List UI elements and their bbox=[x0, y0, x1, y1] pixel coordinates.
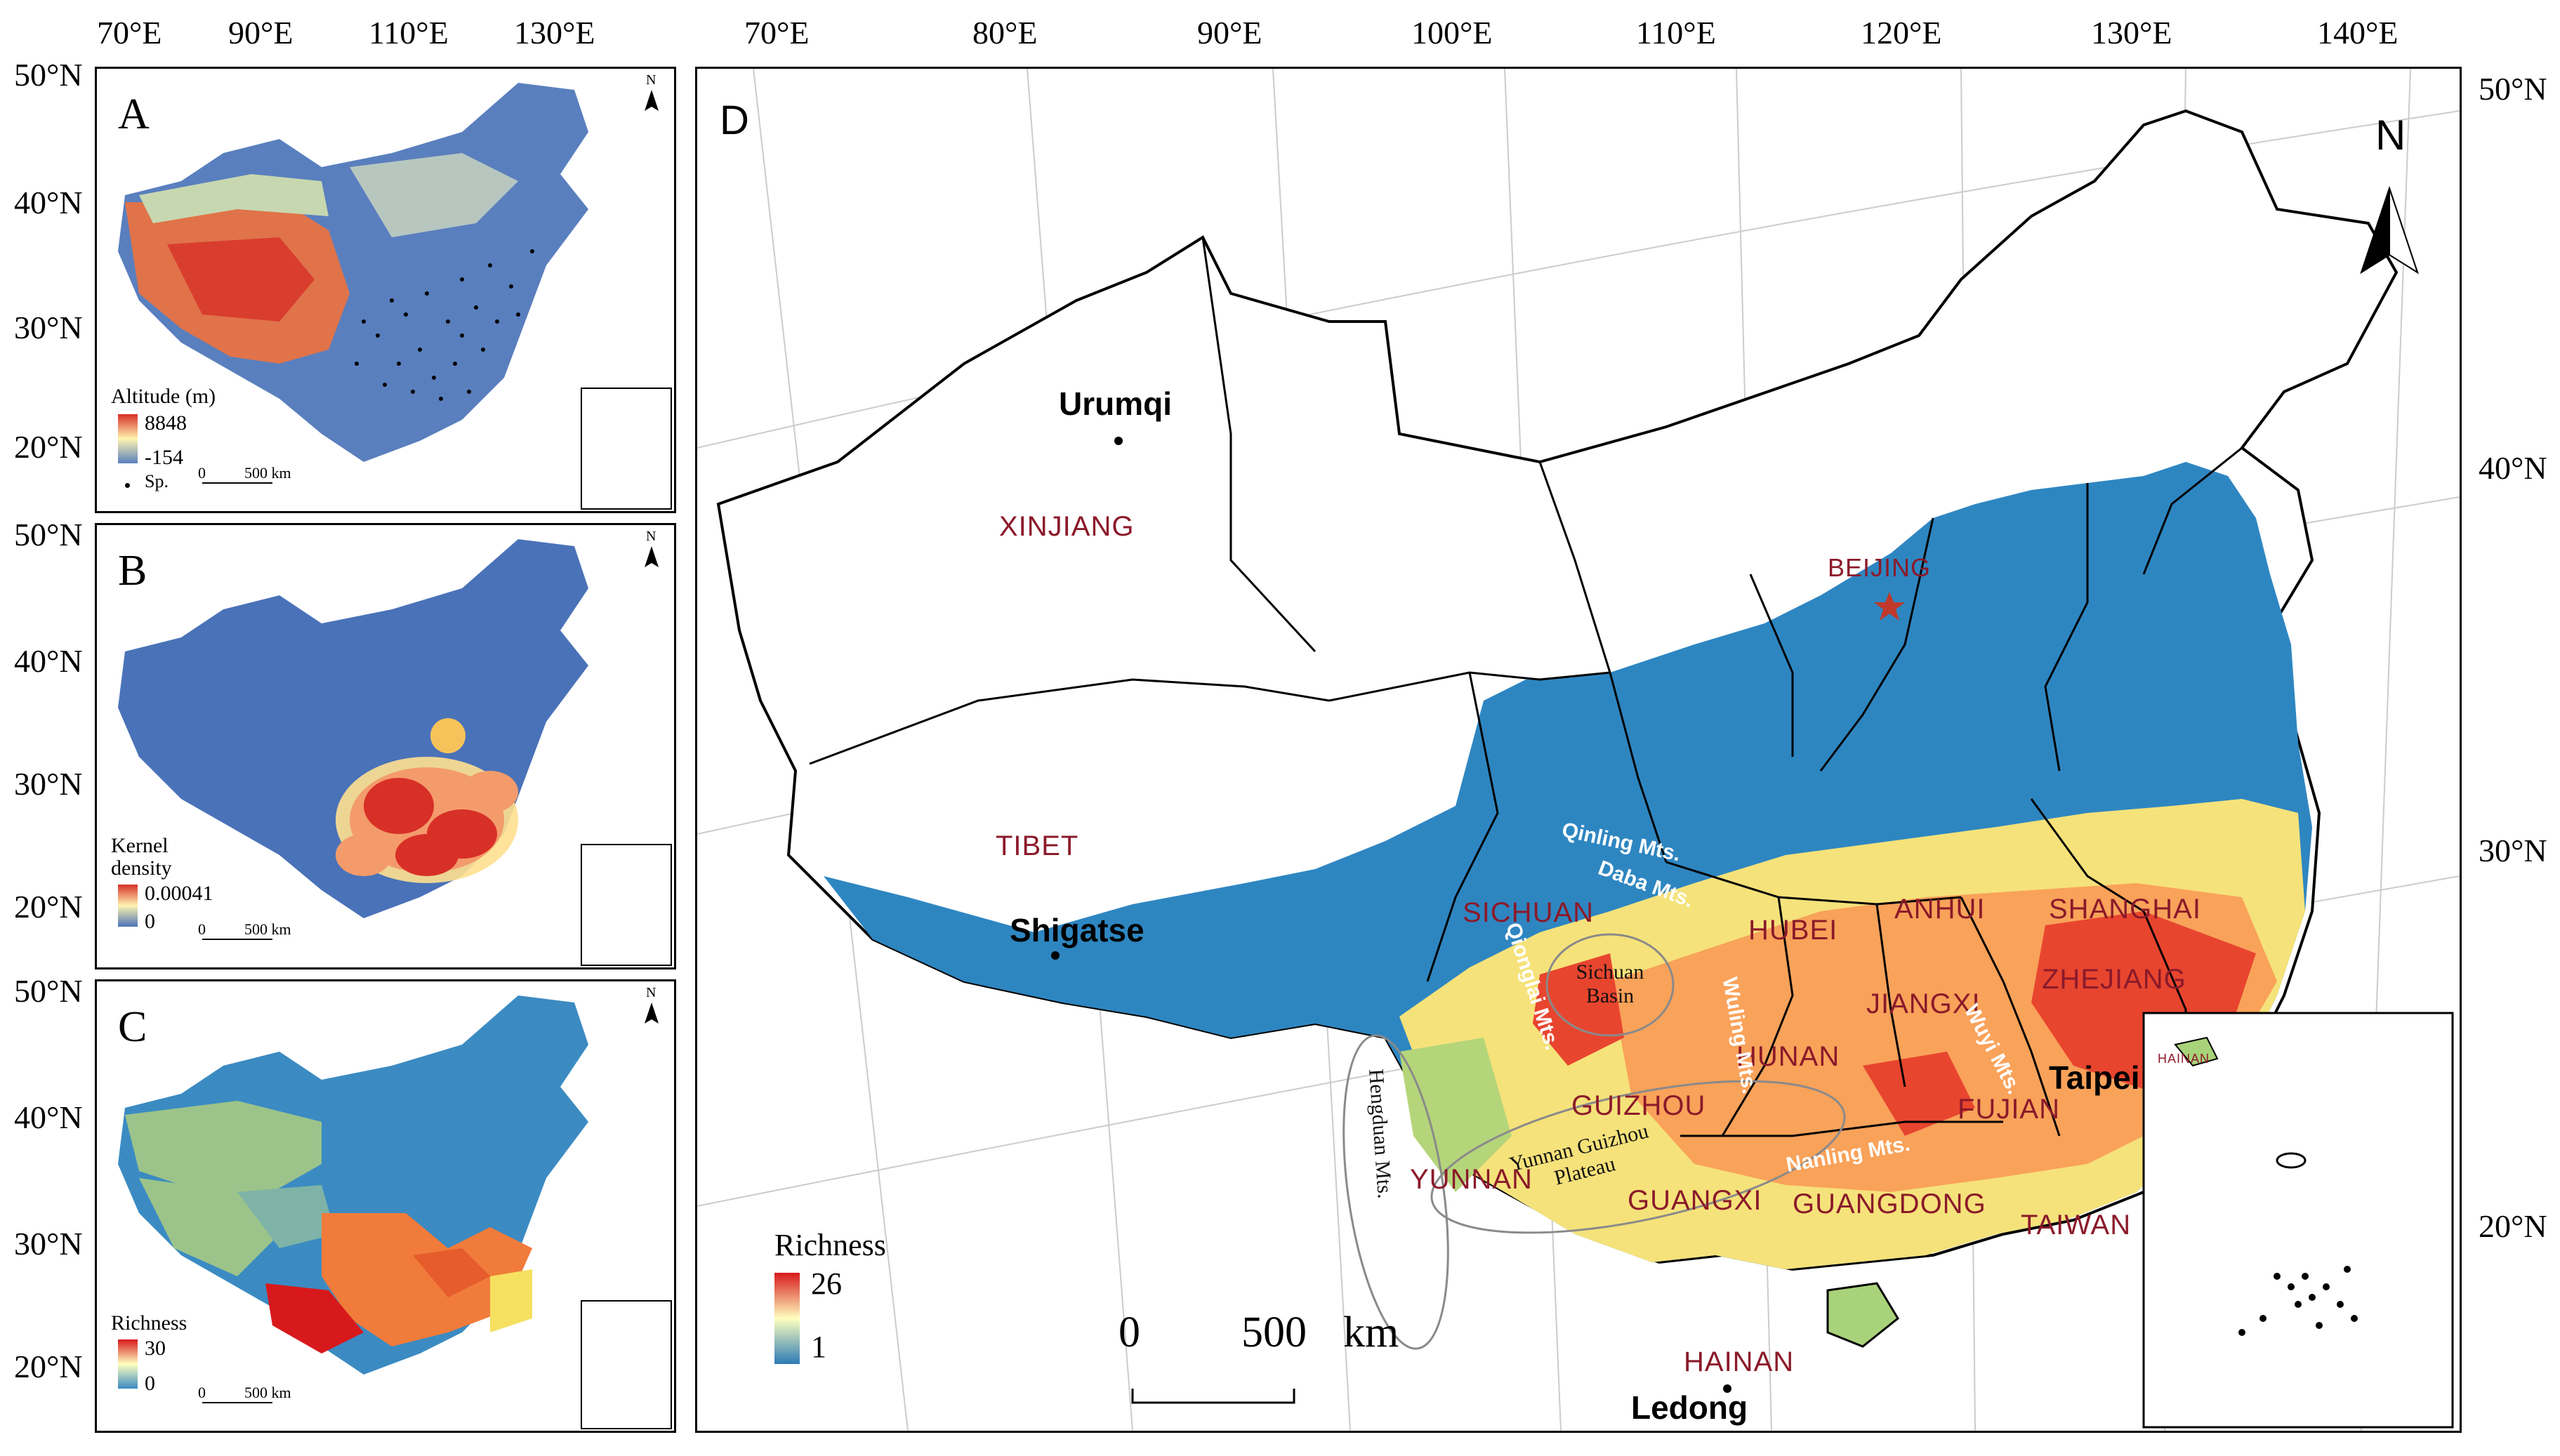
label-anhui: ANHUI bbox=[1894, 894, 1986, 925]
inset-hainan-label: HAINAN bbox=[2158, 1052, 2210, 1066]
panel-a-legend-title: Altitude (m) bbox=[111, 385, 216, 408]
label-hubei: HUBEI bbox=[1748, 915, 1838, 946]
panel-d-lon-100: 100°E bbox=[1411, 15, 1493, 51]
panel-b-scale-zero: 0 bbox=[198, 920, 206, 938]
panel-b-scale-len: 500 km bbox=[244, 920, 291, 938]
panel-b-lat-40: 40°N bbox=[14, 643, 83, 679]
panel-d-scale-len: 500 bbox=[1241, 1309, 1307, 1356]
panel-b-legend-title-1: Kernel bbox=[111, 834, 169, 857]
panel-d-legend-max: 26 bbox=[811, 1266, 842, 1301]
panel-b-legend-min: 0 bbox=[145, 910, 155, 933]
panel-a-legend-bar bbox=[118, 414, 138, 463]
panel-b-letter: B bbox=[118, 547, 147, 595]
panel-a-point-label: Sp. bbox=[145, 471, 169, 491]
panel-c-map bbox=[118, 995, 672, 1429]
panel-a-legend-min: -154 bbox=[145, 446, 183, 469]
panel-a-north: N bbox=[646, 72, 657, 88]
label-zhejiang: ZHEJIANG bbox=[2042, 964, 2186, 995]
panel-d: D N XINJIANG TIBET SICHUAN YUNNAN GUIZHO… bbox=[695, 67, 2462, 1433]
panel-a-scale-zero: 0 bbox=[198, 464, 206, 482]
panel-b-lat-50: 50°N bbox=[14, 517, 83, 552]
basin-sichuan: Sichuan Basin bbox=[1576, 960, 1644, 1007]
label-guizhou: GUIZHOU bbox=[1571, 1090, 1706, 1121]
label-yunnan: YUNNAN bbox=[1410, 1164, 1533, 1195]
panel-c-scale-len: 500 km bbox=[244, 1384, 291, 1401]
panel-d-scale-unit: km bbox=[1343, 1309, 1399, 1356]
panel-b-north: N bbox=[646, 529, 657, 544]
panel-b-lat-20: 20°N bbox=[14, 889, 83, 925]
label-fujian: FUJIAN bbox=[1958, 1094, 2060, 1125]
label-jiangxi: JIANGXI bbox=[1866, 988, 1981, 1019]
panel-a-point-symbol bbox=[125, 483, 130, 488]
panel-a-scale-len: 500 km bbox=[244, 464, 291, 482]
panel-a-lon-70: 70°E bbox=[97, 15, 162, 51]
panel-c-legend-min: 0 bbox=[145, 1372, 155, 1395]
panel-b: B N Kernel density 0.00041 0 0 500 km bbox=[95, 523, 676, 969]
panel-a-lat-50: 50°N bbox=[14, 57, 83, 93]
panel-c-legend-title: Richness bbox=[111, 1311, 187, 1335]
city-urumqi: Urumqi bbox=[1059, 385, 1172, 422]
panel-a-lon-90: 90°E bbox=[228, 15, 293, 51]
label-tibet: TIBET bbox=[996, 830, 1079, 861]
label-guangdong: GUANGDONG bbox=[1793, 1189, 1986, 1219]
city-ledong: Ledong bbox=[1631, 1389, 1748, 1426]
panel-d-lon-140: 140°E bbox=[2317, 15, 2399, 51]
panel-c: C N Richness 30 0 0 500 km bbox=[95, 979, 676, 1433]
panel-d-north: N bbox=[2375, 112, 2406, 159]
panel-d-lon-80: 80°E bbox=[972, 15, 1038, 51]
panel-d-lon-130: 130°E bbox=[2091, 15, 2172, 51]
panel-c-letter: C bbox=[118, 1003, 147, 1051]
panel-d-lat-40: 40°N bbox=[2479, 450, 2547, 486]
panel-d-lon-90: 90°E bbox=[1197, 15, 1262, 51]
panel-a-lon-110: 110°E bbox=[369, 15, 449, 51]
panel-b-map bbox=[118, 539, 672, 966]
panel-d-scale-zero: 0 bbox=[1119, 1309, 1140, 1356]
panel-c-lat-40: 40°N bbox=[14, 1099, 83, 1135]
panel-d-lat-20: 20°N bbox=[2479, 1208, 2547, 1244]
panel-a-letter: A bbox=[118, 91, 150, 138]
city-taipei: Taipei bbox=[2049, 1059, 2140, 1096]
panel-a-lon-130: 130°E bbox=[514, 15, 595, 51]
panel-b-legend-title-2: density bbox=[111, 856, 172, 880]
panel-b-lat-30: 30°N bbox=[14, 766, 83, 802]
panel-a: A N Altitude (m) 8848 -154 Sp. 0 500 km bbox=[95, 67, 676, 513]
panel-c-legend-bar bbox=[118, 1339, 138, 1389]
panel-d-lon-120: 120°E bbox=[1861, 15, 1942, 51]
panel-d-lat-50: 50°N bbox=[2479, 71, 2547, 107]
panel-a-lat-30: 30°N bbox=[14, 310, 83, 345]
panel-c-lat-50: 50°N bbox=[14, 973, 83, 1009]
label-beijing: BEIJING bbox=[1828, 553, 1932, 582]
panel-c-legend-max: 30 bbox=[145, 1337, 166, 1360]
panel-c-lat-30: 30°N bbox=[14, 1226, 83, 1262]
panel-d-legend-min: 1 bbox=[811, 1330, 826, 1364]
panel-a-lat-20: 20°N bbox=[14, 429, 83, 465]
panel-c-scale-zero: 0 bbox=[198, 1384, 206, 1401]
label-sichuan: SICHUAN bbox=[1463, 897, 1595, 928]
panel-a-map bbox=[118, 83, 672, 510]
panel-c-lat-20: 20°N bbox=[14, 1349, 83, 1384]
panel-c-north: N bbox=[646, 985, 657, 1000]
panel-b-legend-max: 0.00041 bbox=[145, 882, 213, 905]
label-hainan: HAINAN bbox=[1684, 1346, 1795, 1377]
label-taiwan: TAIWAN bbox=[2021, 1210, 2132, 1240]
label-shanghai: SHANGHAI bbox=[2049, 894, 2201, 925]
panel-a-lat-40: 40°N bbox=[14, 185, 83, 220]
panel-d-lon-70: 70°E bbox=[744, 15, 810, 51]
label-hunan: HUNAN bbox=[1736, 1041, 1840, 1072]
panel-d-lat-30: 30°N bbox=[2479, 833, 2547, 868]
panel-b-legend-bar bbox=[118, 885, 138, 927]
panel-d-legend-title: Richness bbox=[774, 1228, 886, 1262]
panel-a-legend-max: 8848 bbox=[145, 411, 187, 435]
panel-d-letter: D bbox=[720, 98, 749, 143]
label-xinjiang: XINJIANG bbox=[999, 511, 1135, 542]
label-guangxi: GUANGXI bbox=[1628, 1185, 1762, 1216]
city-shigatse: Shigatse bbox=[1010, 912, 1144, 948]
panel-d-map bbox=[697, 69, 2460, 1431]
panel-d-lon-110: 110°E bbox=[1636, 15, 1716, 51]
